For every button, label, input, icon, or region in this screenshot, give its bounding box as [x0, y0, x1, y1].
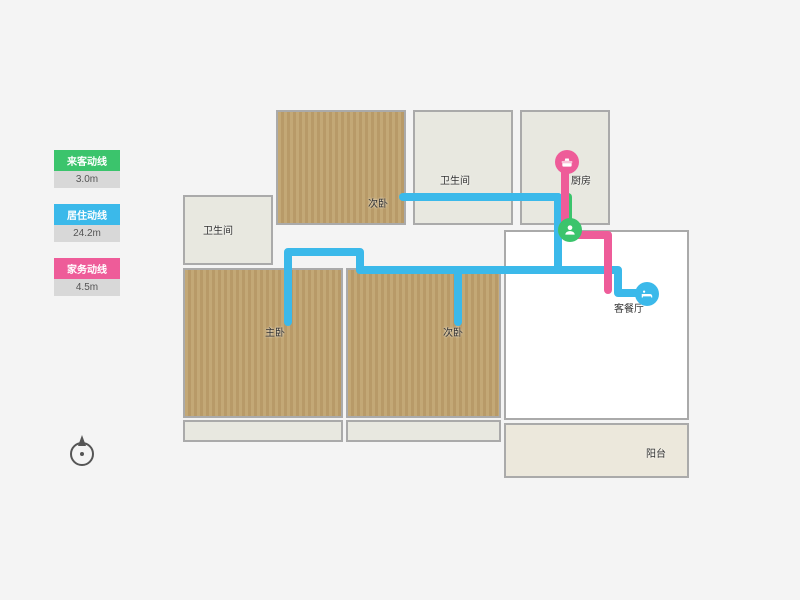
- room-bed2b: [346, 268, 501, 418]
- cook-badge: [555, 150, 579, 174]
- legend-value: 3.0m: [54, 171, 120, 188]
- room-label: 次卧: [368, 195, 388, 210]
- legend-label: 家务动线: [54, 258, 120, 279]
- legend-item-living: 居住动线 24.2m: [54, 204, 120, 242]
- room-label: 次卧: [443, 324, 463, 339]
- legend-item-guest: 来客动线 3.0m: [54, 150, 120, 188]
- room-window2: [346, 420, 501, 442]
- legend-value: 24.2m: [54, 225, 120, 242]
- bed-badge: [635, 282, 659, 306]
- room-window1: [183, 420, 343, 442]
- compass-icon: [64, 432, 100, 468]
- room-label: 卫生间: [440, 172, 470, 187]
- room-label: 卫生间: [203, 222, 233, 237]
- guest-badge: [558, 218, 582, 242]
- floorplan: 卫生间次卧卫生间厨房主卧次卧客餐厅阳台: [168, 100, 698, 500]
- room-living: [504, 230, 689, 420]
- legend-label: 来客动线: [54, 150, 120, 171]
- legend-label: 居住动线: [54, 204, 120, 225]
- room-bed1: [183, 268, 343, 418]
- room-label: 阳台: [646, 445, 666, 460]
- bed-icon: [640, 287, 654, 301]
- legend: 来客动线 3.0m 居住动线 24.2m 家务动线 4.5m: [54, 150, 120, 312]
- room-label: 厨房: [571, 172, 591, 187]
- room-bath1: [413, 110, 513, 225]
- pot-icon: [560, 155, 574, 169]
- legend-item-house: 家务动线 4.5m: [54, 258, 120, 296]
- legend-value: 4.5m: [54, 279, 120, 296]
- room-label: 主卧: [265, 324, 285, 339]
- person-icon: [563, 223, 577, 237]
